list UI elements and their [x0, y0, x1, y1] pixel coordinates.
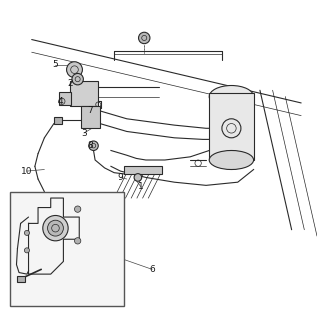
- Circle shape: [24, 230, 29, 236]
- Bar: [124, 166, 162, 174]
- Text: 1: 1: [138, 182, 144, 191]
- Bar: [10, 192, 124, 306]
- Bar: [54, 117, 62, 124]
- Bar: [81, 106, 100, 128]
- Ellipse shape: [209, 150, 254, 170]
- Circle shape: [74, 238, 81, 244]
- Text: 7: 7: [87, 106, 93, 116]
- Circle shape: [72, 74, 83, 85]
- Circle shape: [134, 174, 142, 181]
- Text: 6: 6: [149, 265, 155, 274]
- Circle shape: [48, 220, 63, 236]
- Text: 9: 9: [118, 173, 123, 182]
- Circle shape: [67, 62, 82, 77]
- Bar: [209, 93, 254, 160]
- Text: 2: 2: [67, 79, 73, 88]
- Circle shape: [24, 248, 29, 253]
- Text: 3: 3: [81, 129, 87, 138]
- Text: 10: 10: [21, 167, 33, 176]
- Ellipse shape: [209, 85, 254, 108]
- Text: 4: 4: [57, 97, 63, 106]
- Circle shape: [74, 206, 81, 212]
- Circle shape: [89, 141, 98, 150]
- Circle shape: [139, 32, 150, 44]
- Text: 8: 8: [87, 141, 93, 150]
- Text: 5: 5: [53, 60, 58, 69]
- Bar: [59, 92, 71, 105]
- Bar: [70, 81, 98, 106]
- Bar: [17, 276, 25, 282]
- Circle shape: [43, 215, 68, 241]
